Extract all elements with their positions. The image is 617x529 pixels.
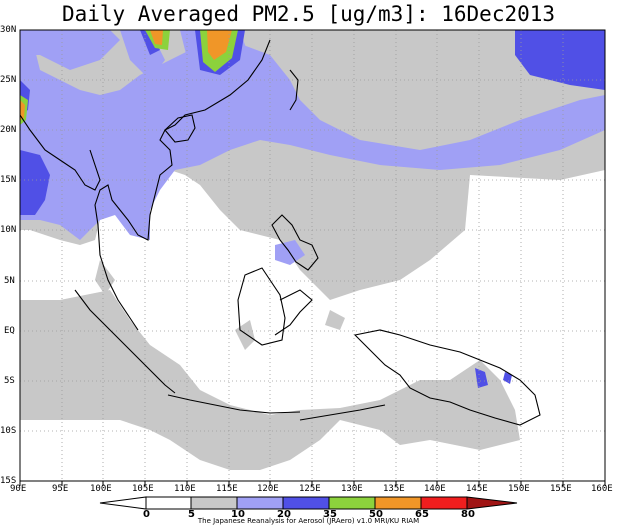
lat-label-25n: 25N	[0, 75, 17, 85]
lat-label-5n: 5N	[4, 276, 15, 286]
grid-lines	[20, 30, 605, 481]
colorbar-bin-20-35	[282, 496, 330, 510]
lon-label-105e: 105E	[132, 484, 154, 494]
lon-label-145e: 145E	[466, 484, 488, 494]
lat-label-15s: 15S	[0, 476, 17, 486]
lat-label-5s: 5S	[4, 376, 15, 386]
lon-label-140e: 140E	[424, 484, 446, 494]
lon-label-90e: 90E	[10, 484, 27, 494]
orange-contour-layer	[20, 30, 232, 120]
colorbar-label-65: 65	[415, 509, 429, 520]
lon-label-160e: 160E	[591, 484, 613, 494]
map-title: Daily Averaged PM2.5 [ug/m3]: 16Dec2013	[61, 2, 556, 26]
colorbar-arrow-right	[466, 496, 518, 510]
lat-label-20n: 20N	[0, 125, 17, 135]
colorbar-label-5: 5	[188, 509, 195, 520]
lon-label-130e: 130E	[341, 484, 363, 494]
lon-label-135e: 135E	[383, 484, 405, 494]
colorbar-label-35: 35	[323, 509, 337, 520]
colorbar-arrow-left	[99, 496, 147, 510]
colorbar-label-10: 10	[231, 509, 245, 520]
lon-label-110e: 110E	[174, 484, 196, 494]
lon-label-150e: 150E	[508, 484, 530, 494]
lon-label-95e: 95E	[52, 484, 69, 494]
lon-label-125e: 125E	[299, 484, 321, 494]
coastlines	[20, 39, 541, 426]
colorbar-bin-10-20	[236, 496, 284, 510]
lon-label-155e: 155E	[550, 484, 572, 494]
lon-label-100e: 100E	[90, 484, 112, 494]
lat-label-eq: EQ	[4, 326, 15, 336]
lat-label-10n: 10N	[0, 225, 17, 235]
lat-label-15n: 15N	[0, 175, 17, 185]
lat-label-30n: 30N	[0, 25, 17, 35]
colorbar-label-50: 50	[369, 509, 383, 520]
colorbar-label-20: 20	[277, 509, 291, 520]
colorbar-bin-5-10	[190, 496, 238, 510]
lon-label-120e: 120E	[257, 484, 279, 494]
lat-label-10s: 10S	[0, 426, 17, 436]
colorbar-bin-50-65	[374, 496, 422, 510]
lon-label-115e: 115E	[216, 484, 238, 494]
colorbar-bin-35-50	[328, 496, 376, 510]
colorbar-label-0: 0	[143, 509, 150, 520]
colorbar-label-80: 80	[461, 509, 475, 520]
colorbar-bin-65-80	[420, 496, 468, 510]
colorbar-bin-0-5	[145, 496, 192, 510]
data-credit: The Japanese Reanalysis for Aerosol (JRA…	[197, 517, 420, 525]
